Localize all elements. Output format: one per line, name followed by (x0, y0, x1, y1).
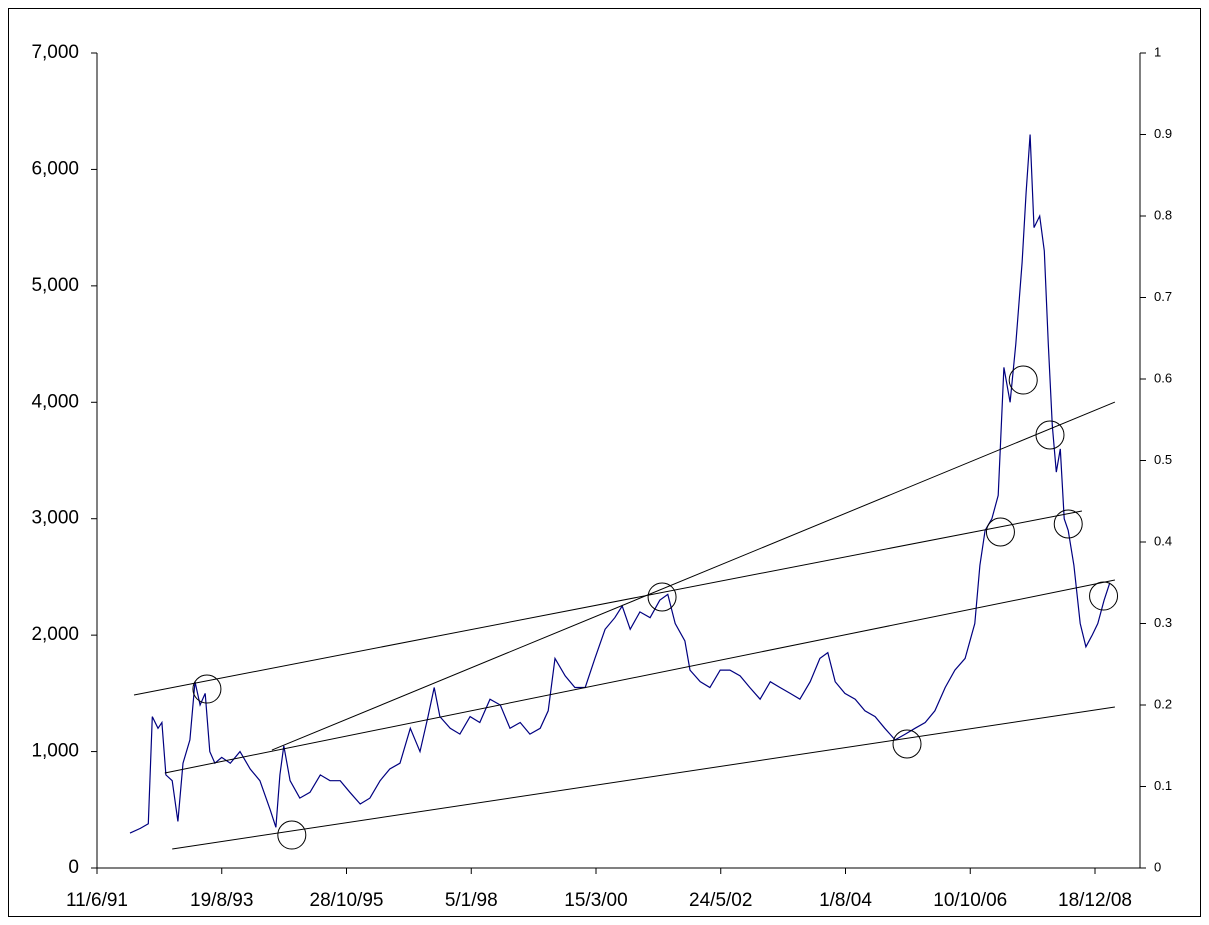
y2-tick-label: 1 (1154, 44, 1161, 59)
highlight-circle (1053, 509, 1083, 539)
x-tick-label: 28/10/95 (310, 890, 384, 911)
trend-line (172, 706, 1115, 850)
y2-tick-label: 0.4 (1154, 533, 1172, 548)
x-tick-label: 5/1/98 (445, 890, 498, 911)
y2-tick-label: 0.8 (1154, 207, 1172, 222)
y2-tick-label: 0.1 (1154, 778, 1172, 793)
y-tick-label: 7,000 (31, 42, 79, 63)
y-tick-label: 2,000 (31, 624, 79, 645)
trend-line (164, 579, 1115, 774)
trend-line (133, 510, 1082, 696)
y-tick-label: 3,000 (31, 508, 79, 529)
data-line (129, 134, 1111, 834)
highlight-circle (1008, 365, 1038, 395)
highlight-circle (985, 517, 1015, 547)
x-tick-label: 24/5/02 (689, 890, 752, 911)
highlight-circle (1089, 581, 1119, 611)
x-tick-label: 11/6/91 (66, 890, 128, 911)
y2-tick-label: 0.9 (1154, 126, 1172, 141)
y-tick-label: 1,000 (31, 741, 79, 762)
y2-tick-label: 0.3 (1154, 615, 1172, 630)
y2-tick-label: 0.2 (1154, 696, 1172, 711)
y2-tick-label: 0.5 (1154, 452, 1172, 467)
y-tick-label: 4,000 (31, 391, 79, 412)
highlight-circle (1035, 420, 1065, 450)
y2-tick-label: 0 (1154, 859, 1161, 874)
x-tick-label: 19/8/93 (190, 890, 253, 911)
chart-frame (8, 8, 1201, 917)
y-tick-label: 5,000 (31, 275, 79, 296)
highlight-circle (892, 729, 922, 759)
y-tick-label: 0 (68, 857, 79, 878)
highlight-circle (277, 820, 307, 850)
x-tick-label: 18/12/08 (1058, 890, 1132, 911)
highlight-circle (192, 674, 222, 704)
y2-tick-label: 0.6 (1154, 370, 1172, 385)
x-tick-label: 1/8/04 (819, 890, 872, 911)
x-tick-label: 15/3/00 (564, 890, 627, 911)
highlight-circle (647, 582, 677, 612)
trend-line (271, 401, 1116, 751)
x-tick-label: 10/10/06 (933, 890, 1007, 911)
y2-tick-label: 0.7 (1154, 289, 1172, 304)
y-tick-label: 6,000 (31, 158, 79, 179)
